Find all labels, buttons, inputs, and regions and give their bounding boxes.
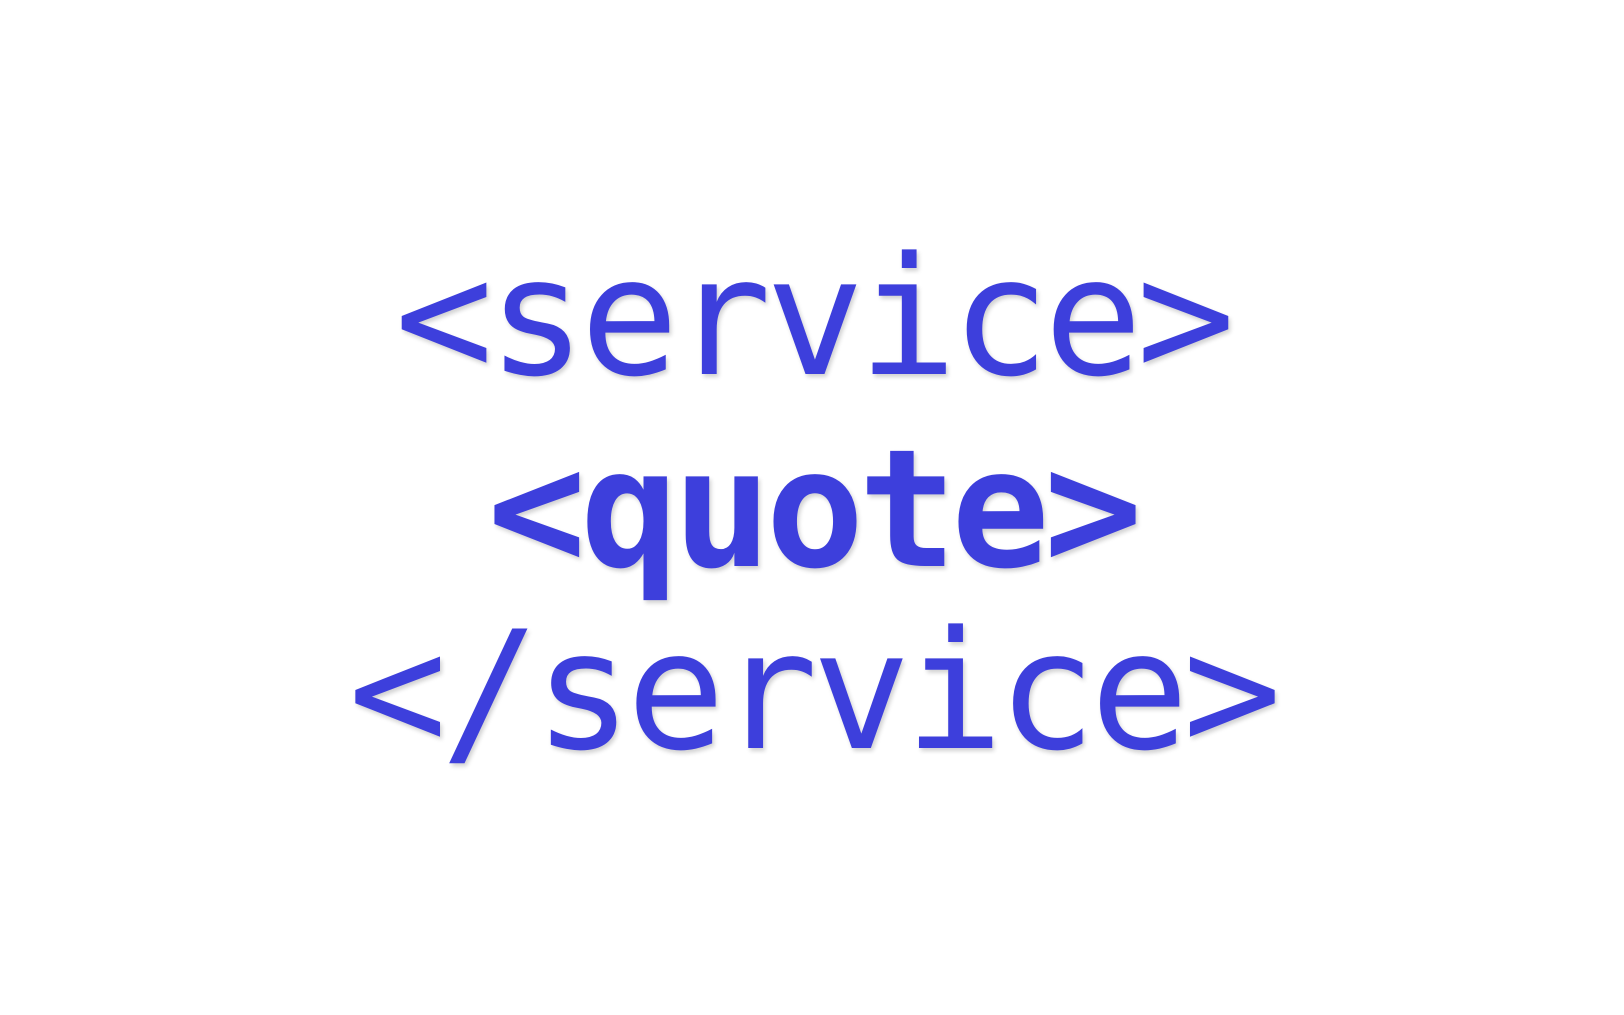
logo-line-quote: <quote> [487,414,1142,605]
logo-line-close-service: </service> [348,596,1281,787]
logo-line-open-service: <service> [394,222,1236,413]
